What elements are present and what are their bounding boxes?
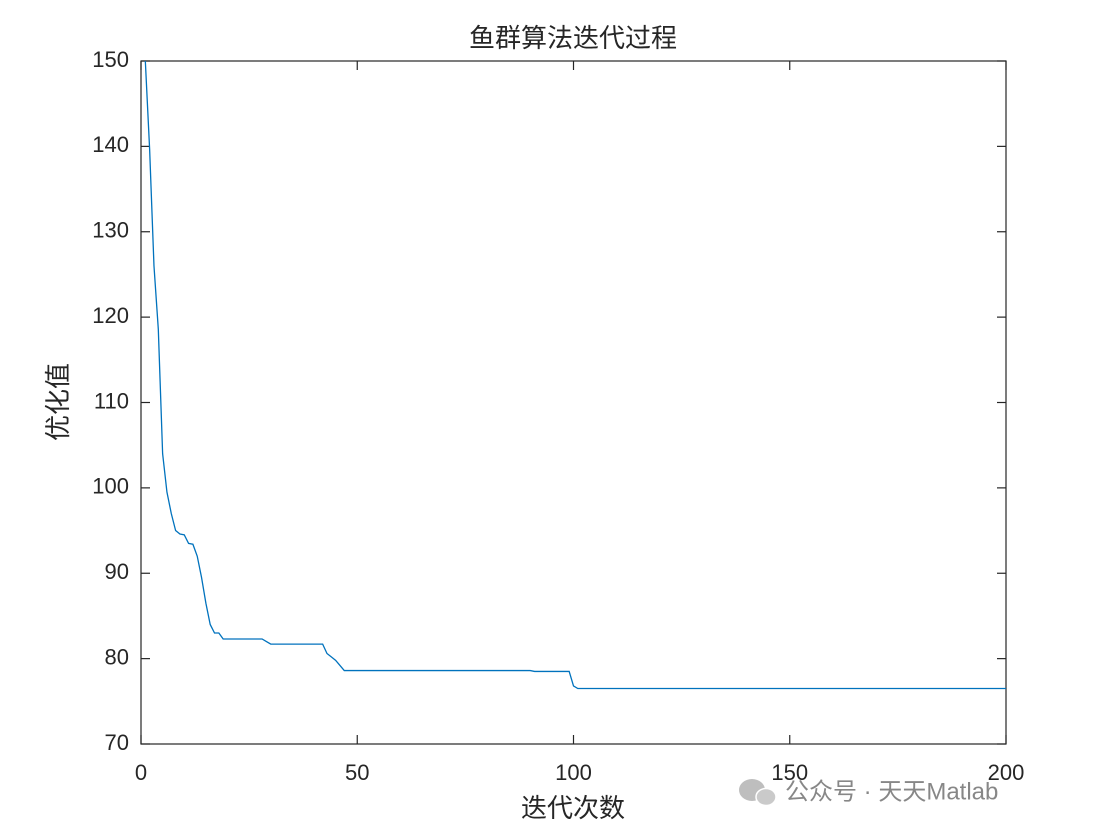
x-tick-label: 200 (988, 760, 1025, 785)
y-tick-label: 150 (92, 47, 129, 72)
y-tick-label: 80 (105, 644, 129, 669)
line (144, 60, 1006, 690)
y-tick-label: 70 (105, 730, 129, 755)
watermark: 公众号 · 天天Matlab (739, 778, 998, 807)
chart-title: 鱼群算法迭代过程 (469, 24, 677, 54)
y-tick-label: 130 (92, 218, 129, 243)
y-tick-label: 100 (92, 474, 129, 499)
x-tick-label: 0 (135, 760, 147, 785)
x-axis-label: 迭代次数 (521, 794, 625, 824)
y-tick-label: 110 (94, 388, 129, 413)
x-tick-label: 50 (345, 760, 369, 785)
wechat-icon (755, 787, 777, 807)
y-axis-label: 优化值 (44, 363, 74, 441)
y-tick-label: 90 (105, 559, 129, 584)
watermark-text: 公众号 · 天天Matlab (785, 778, 998, 805)
plot-box (140, 60, 1007, 745)
y-tick-label: 140 (92, 132, 129, 157)
y-tick-label: 120 (92, 303, 129, 328)
x-tick-label: 150 (771, 760, 808, 785)
x-tick-label: 100 (555, 760, 592, 785)
